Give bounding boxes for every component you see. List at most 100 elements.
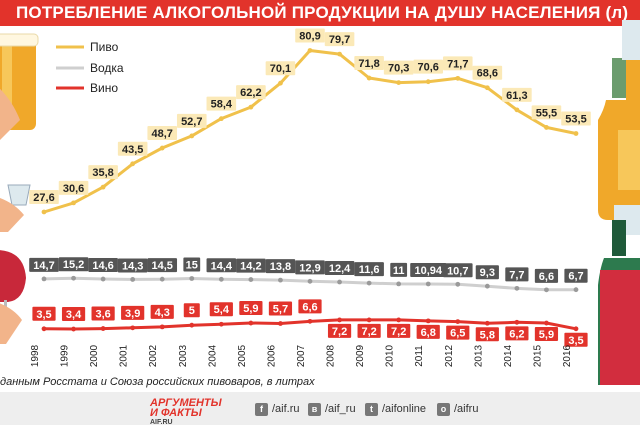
data-label-text: 6,6 (302, 301, 317, 313)
facebook-icon: f (255, 402, 268, 416)
social-label: /aifonline (382, 403, 427, 415)
data-label-box (446, 325, 470, 340)
wine-glass-illustration (0, 250, 26, 344)
data-point-beer (71, 200, 76, 206)
data-label-text: 6,6 (539, 271, 554, 283)
data-label-vodka: 10,7 (442, 263, 473, 278)
x-tick-label: 2002 (148, 344, 159, 367)
data-label-wine: 7,2 (357, 323, 381, 338)
data-point-wine (337, 317, 342, 323)
social-link-facebook[interactable]: f /aif.ru (255, 402, 300, 416)
data-label-box (209, 302, 233, 317)
data-label-box (475, 327, 499, 342)
data-label-box (183, 257, 201, 272)
x-tick-label: 2001 (119, 344, 130, 367)
data-label-beer: 43,5 (117, 141, 148, 156)
x-tick-label: 2015 (532, 344, 543, 367)
data-point-wine (248, 320, 254, 326)
data-label-box (534, 327, 559, 342)
data-label-text: 7,7 (509, 269, 524, 281)
data-point-vodka (248, 277, 254, 282)
data-label-vodka: 14,3 (117, 258, 148, 273)
data-label-box (387, 323, 411, 338)
social-link-twitter[interactable]: t /aifonline (365, 402, 426, 416)
data-label-box (505, 267, 529, 282)
data-point-wine (425, 318, 431, 324)
data-label-text: 61,3 (506, 90, 527, 102)
aif-logo[interactable]: АРГУМЕНТЫ И ФАКТЫ AIF.RU (150, 398, 222, 428)
data-label-beer: 53,5 (561, 111, 591, 126)
data-point-wine (307, 318, 313, 324)
data-point-wine (71, 326, 76, 332)
data-label-vodka: 12,9 (295, 260, 325, 275)
data-label-box (265, 259, 296, 274)
data-point-wine (396, 317, 402, 323)
data-label-wine: 4,3 (150, 304, 174, 319)
source-note: данным Росстата и Союза российских пивов… (0, 376, 315, 388)
data-point-vodka (218, 276, 224, 282)
data-label-text: 79,7 (329, 34, 350, 46)
data-label-vodka: 13,8 (265, 259, 296, 274)
data-label-text: 14,5 (152, 260, 173, 272)
data-label-text: 70,6 (418, 62, 439, 74)
data-label-text: 3,6 (95, 309, 110, 321)
data-label-box (531, 105, 562, 120)
data-label-box (150, 304, 174, 319)
data-label-text: 3,4 (66, 309, 82, 321)
data-point-beer (278, 80, 283, 86)
data-point-vodka (573, 287, 579, 293)
data-label-box (265, 61, 296, 76)
data-point-vodka (337, 279, 342, 285)
data-point-wine (573, 326, 579, 332)
data-point-wine (514, 319, 520, 325)
data-point-beer (159, 145, 165, 151)
data-label-box (29, 257, 59, 272)
data-label-wine: 5,7 (268, 301, 293, 316)
data-label-beer: 79,7 (324, 32, 355, 47)
data-label-box (147, 126, 178, 141)
data-label-box (324, 261, 355, 276)
data-label-box (91, 306, 115, 321)
data-label-beer: 58,4 (206, 96, 237, 111)
data-point-beer (130, 161, 136, 167)
data-label-box (505, 326, 529, 341)
data-label-text: 6,7 (568, 271, 583, 283)
data-point-vodka (366, 280, 372, 286)
data-label-text: 48,7 (152, 128, 173, 140)
data-label-text: 5,4 (214, 304, 230, 316)
legend-label-wine: Вино (90, 81, 118, 95)
data-label-wine: 3,5 (32, 306, 56, 321)
logo-line2: И ФАКТЫ (150, 407, 202, 419)
data-label-beer: 30,6 (58, 180, 89, 195)
data-label-wine: 5,8 (475, 327, 499, 342)
data-label-vodka: 6,6 (534, 268, 559, 283)
data-label-text: 15,2 (63, 259, 84, 271)
data-label-text: 53,5 (565, 113, 586, 125)
data-label-text: 14,3 (122, 260, 143, 272)
data-point-beer (307, 48, 313, 53)
data-label-text: 7,2 (332, 326, 347, 338)
data-point-wine (218, 321, 224, 327)
data-label-text: 4,3 (155, 307, 170, 319)
data-label-box (147, 258, 178, 273)
social-label: /aif_ru (325, 403, 356, 415)
data-point-vodka (425, 281, 431, 287)
data-label-wine: 6,2 (505, 326, 529, 341)
data-label-beer: 68,6 (472, 65, 503, 80)
data-label-box (442, 56, 473, 71)
data-point-beer (218, 116, 224, 122)
data-label-wine: 5,9 (239, 301, 263, 316)
data-label-wine: 7,2 (327, 323, 352, 338)
social-link-odnoklassniki[interactable]: о /aifru (437, 402, 478, 416)
data-point-beer (544, 125, 549, 130)
data-label-box (117, 141, 148, 156)
data-label-vodka: 11 (390, 262, 408, 277)
data-point-beer (484, 85, 490, 91)
data-label-wine: 6,5 (446, 325, 470, 340)
data-label-box (410, 262, 447, 277)
social-link-vk[interactable]: в /aif_ru (308, 402, 356, 416)
data-label-box (324, 32, 355, 47)
beer-bottle-illustration (598, 58, 640, 220)
data-label-text: 6,8 (421, 327, 436, 339)
